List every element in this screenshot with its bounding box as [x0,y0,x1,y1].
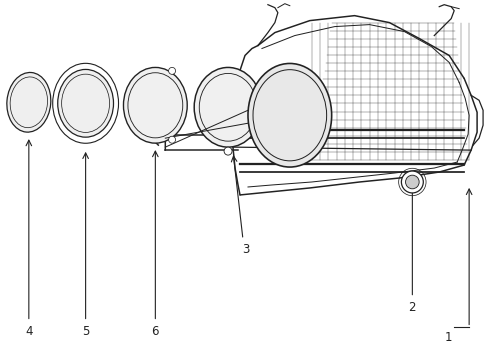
Ellipse shape [194,67,262,147]
Polygon shape [27,86,30,102]
Polygon shape [135,105,155,117]
Text: 5: 5 [82,325,89,338]
Ellipse shape [58,69,113,137]
Text: 4: 4 [25,325,33,338]
Circle shape [405,175,418,189]
Polygon shape [261,115,289,131]
Polygon shape [83,83,87,103]
Polygon shape [286,82,292,115]
Circle shape [168,136,175,143]
Text: 6: 6 [151,325,159,338]
Polygon shape [29,102,42,110]
Polygon shape [68,103,85,113]
Text: 2: 2 [408,301,415,314]
Circle shape [224,147,232,155]
Text: 1: 1 [444,331,451,344]
Polygon shape [15,102,29,110]
Circle shape [168,67,175,75]
Polygon shape [85,103,103,113]
Ellipse shape [247,63,331,167]
Circle shape [401,171,423,193]
Polygon shape [289,115,317,131]
Text: 3: 3 [242,243,249,256]
Polygon shape [155,105,175,117]
Ellipse shape [7,72,51,132]
Polygon shape [153,82,157,105]
Ellipse shape [123,67,187,143]
